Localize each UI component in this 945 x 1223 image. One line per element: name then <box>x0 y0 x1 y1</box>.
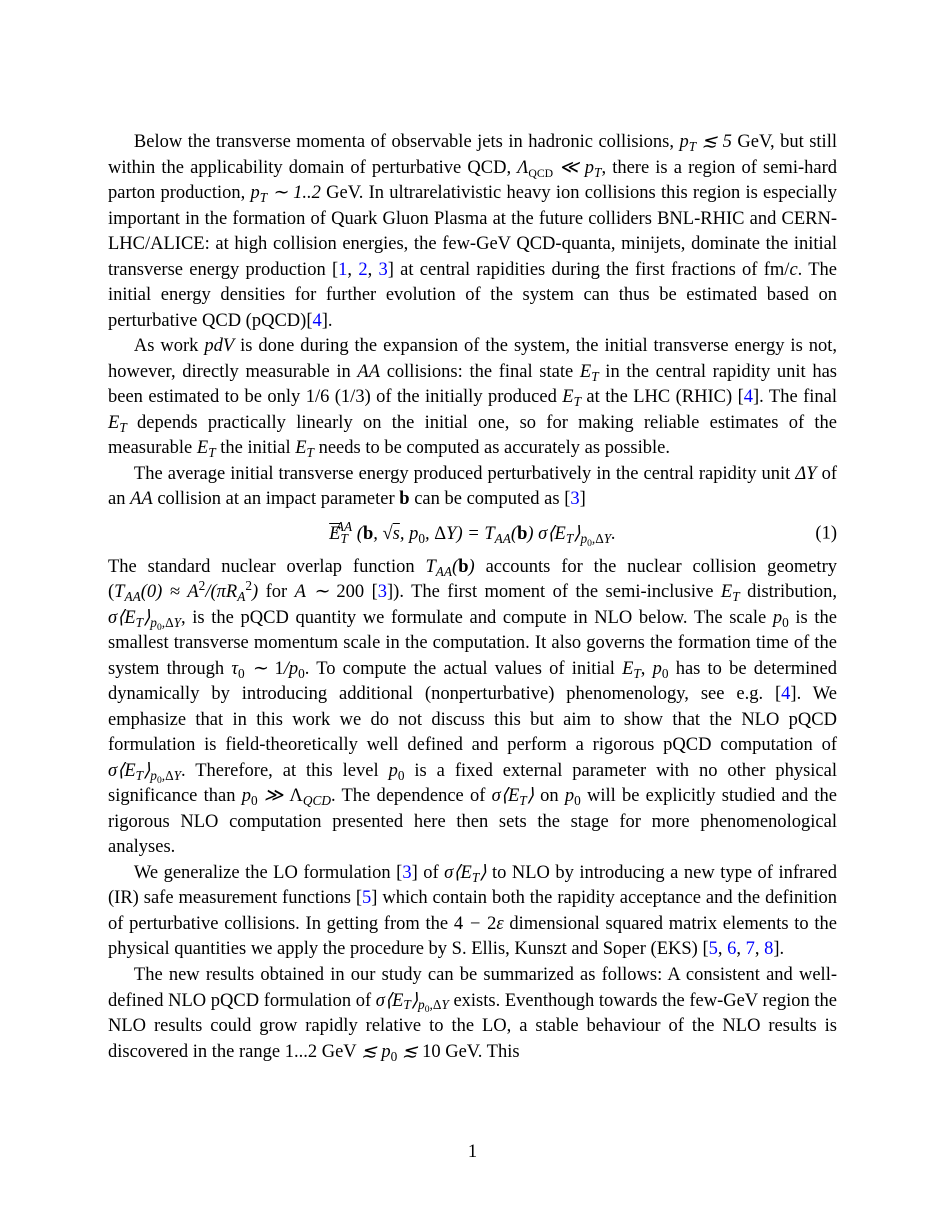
math-p0: p0 <box>653 659 669 679</box>
math-ET: ET <box>562 387 581 407</box>
text: distribution, <box>740 582 837 602</box>
math-sigmaET: σ⟨ET⟩ <box>492 786 534 806</box>
text: Below the transverse momenta of observab… <box>134 132 680 152</box>
text: . This <box>478 1042 520 1062</box>
equation-1-body: ETAA (b, √s, p0, ΔY) = TAA(b) σ⟨ET⟩p0,ΔY… <box>329 523 616 545</box>
text: ]. <box>322 311 333 331</box>
text: . To compute the actual values of initia… <box>305 659 622 679</box>
equation-1: ETAA (b, √s, p0, ΔY) = TAA(b) σ⟨ET⟩p0,ΔY… <box>108 523 837 545</box>
text: at the LHC (RHIC) [ <box>581 387 744 407</box>
math-p0: p0 <box>773 608 789 628</box>
math-Asim200: A ∼ 200 <box>295 582 364 602</box>
math-range: 1...2 GeV ≲ p0 ≲ 10 GeV <box>285 1042 478 1062</box>
math-4minus2eps: 4 − 2ε <box>454 914 504 934</box>
text: ] <box>580 489 586 509</box>
paragraph-1: Below the transverse momenta of observab… <box>108 130 837 334</box>
math-ET: ET <box>622 659 641 679</box>
cite-5b[interactable]: 5 <box>709 939 718 959</box>
text: We generalize the LO formulation [ <box>134 863 402 883</box>
math-sigmaET-p0DY: σ⟨ET⟩p0,ΔY <box>108 761 181 781</box>
cite-8[interactable]: 8 <box>764 939 773 959</box>
cite-3d[interactable]: 3 <box>402 863 411 883</box>
text: , is the pQCD quantity we formulate and … <box>181 608 773 628</box>
cite-6[interactable]: 6 <box>727 939 736 959</box>
text: on <box>534 786 565 806</box>
math-sigmaET-p0DY: σ⟨ET⟩p0,ΔY <box>376 991 449 1011</box>
text: The average initial transverse energy pr… <box>134 464 795 484</box>
text: , <box>641 659 653 679</box>
text: . The dependence of <box>331 786 492 806</box>
math-ET: ET <box>580 362 599 382</box>
text: can be computed as [ <box>410 489 571 509</box>
cite-3[interactable]: 3 <box>378 260 387 280</box>
cite-3b[interactable]: 3 <box>570 489 579 509</box>
text: ] of <box>412 863 445 883</box>
text: [ <box>364 582 378 602</box>
math-TAA-b: TAA(b) <box>425 557 474 577</box>
paragraph-2: As work pdV is done during the expansion… <box>108 334 837 462</box>
math-ET: ET <box>721 582 740 602</box>
text: ]). The first moment of the semi-inclusi… <box>387 582 721 602</box>
cite-2[interactable]: 2 <box>358 260 367 280</box>
text: The standard nuclear overlap function <box>108 557 425 577</box>
math-sigmaET: σ⟨ET⟩ <box>444 863 486 883</box>
cite-4[interactable]: 4 <box>312 311 321 331</box>
text: ] at central rapidities during the first… <box>388 260 790 280</box>
cite-5[interactable]: 5 <box>362 888 371 908</box>
math-lambda-qcd-ll-pT: ΛQCD ≪ pT <box>517 158 601 178</box>
math-ET: ET <box>197 438 216 458</box>
text: the initial <box>216 438 296 458</box>
text: for <box>258 582 294 602</box>
text: collision at an impact parameter <box>153 489 400 509</box>
text: ]. The final <box>753 387 837 407</box>
math-bold-b: b <box>399 489 409 509</box>
math-ET: ET <box>295 438 314 458</box>
text: collisions: the final state <box>380 362 580 382</box>
page-number: 1 <box>0 1142 945 1163</box>
cite-7[interactable]: 7 <box>746 939 755 959</box>
cite-1[interactable]: 1 <box>338 260 347 280</box>
text: As work <box>134 336 204 356</box>
page: Below the transverse momenta of observab… <box>0 0 945 1223</box>
paragraph-4: The standard nuclear overlap function TA… <box>108 555 837 861</box>
math-p0ggLambda: p0 ≫ ΛQCD <box>242 786 331 806</box>
math-sigmaET-p0DY: σ⟨ET⟩p0,ΔY <box>108 608 181 628</box>
paragraph-5: We generalize the LO formulation [3] of … <box>108 861 837 963</box>
math-AA: AA <box>130 489 153 509</box>
math-DeltaY: ΔY <box>795 464 816 484</box>
math-pdV: pdV <box>204 336 234 356</box>
equation-number-1: (1) <box>815 523 837 544</box>
math-p0: p0 <box>389 761 405 781</box>
text: . Therefore, at this level <box>181 761 389 781</box>
math-TAA0: TAA(0) ≈ A2/(πRA2) <box>114 582 258 602</box>
math-tau0: τ0 ∼ 1/p0 <box>231 659 304 679</box>
cite-3c[interactable]: 3 <box>378 582 387 602</box>
math-ET: ET <box>108 413 127 433</box>
math-AA: AA <box>357 362 380 382</box>
text: needs to be computed as accurately as po… <box>314 438 670 458</box>
paragraph-6: The new results obtained in our study ca… <box>108 963 837 1065</box>
math-p0: p0 <box>565 786 581 806</box>
text: ]. <box>773 939 784 959</box>
math-c: c <box>789 260 797 280</box>
paragraph-3: The average initial transverse energy pr… <box>108 462 837 513</box>
cite-4b[interactable]: 4 <box>744 387 753 407</box>
math-pT-lesssim-5gev: pT ≲ 5 <box>680 132 732 152</box>
math-pT-sim-1-2-gev: pT ∼ 1..2 <box>251 183 321 203</box>
